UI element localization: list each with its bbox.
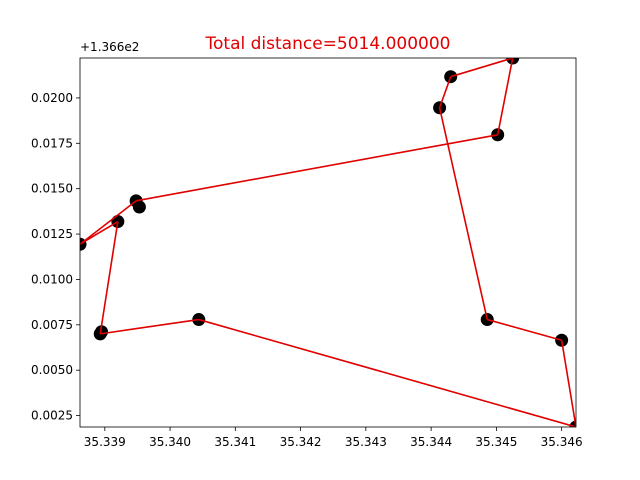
y-tick-label: 0.0125	[31, 227, 73, 241]
route-segment-4	[438, 76, 452, 109]
x-tick-label: 35.345	[475, 435, 517, 449]
route-segment-1	[560, 340, 576, 427]
route-segment-11	[100, 318, 199, 335]
route-segment-2	[487, 318, 562, 342]
plot-frame	[79, 57, 577, 428]
route-segment-10	[99, 221, 119, 335]
route-segment-7	[135, 133, 498, 202]
route-segment-3	[438, 107, 489, 320]
y-tick-label: 0.0025	[31, 409, 73, 423]
route-segment-12	[198, 318, 576, 427]
x-tick-label: 35.342	[280, 435, 322, 449]
plot-area	[80, 58, 576, 427]
city-point-13	[95, 325, 109, 339]
route-segment-6	[496, 58, 514, 135]
x-tick-label: 35.341	[214, 435, 256, 449]
axes: 35.339 35.340 35.341 35.342 35.343 35.344 35.3…	[31, 91, 583, 449]
y-tick-label: 0.0175	[31, 136, 73, 150]
y-tick-label: 0.0075	[31, 318, 73, 332]
x-tick-label: 35.339	[84, 435, 126, 449]
y-tick-label: 0.0050	[31, 363, 73, 377]
x-tick-label: 35.340	[149, 435, 191, 449]
y-tick-label: 0.0150	[31, 182, 73, 196]
x-tick-label: 35.346	[541, 435, 583, 449]
x-tick-label: 35.344	[410, 435, 452, 449]
route-segment-8	[80, 200, 137, 245]
route-segment-9	[80, 220, 119, 245]
y-axis-offset-label: +1.366e2	[80, 40, 139, 54]
y-tick-label: 0.0100	[31, 272, 73, 286]
city-point-9	[132, 200, 146, 214]
y-tick-label: 0.0200	[31, 91, 73, 105]
chart-title: Total distance=5014.000000	[205, 34, 451, 54]
route-segment-5	[450, 58, 513, 78]
x-tick-label: 35.343	[345, 435, 387, 449]
